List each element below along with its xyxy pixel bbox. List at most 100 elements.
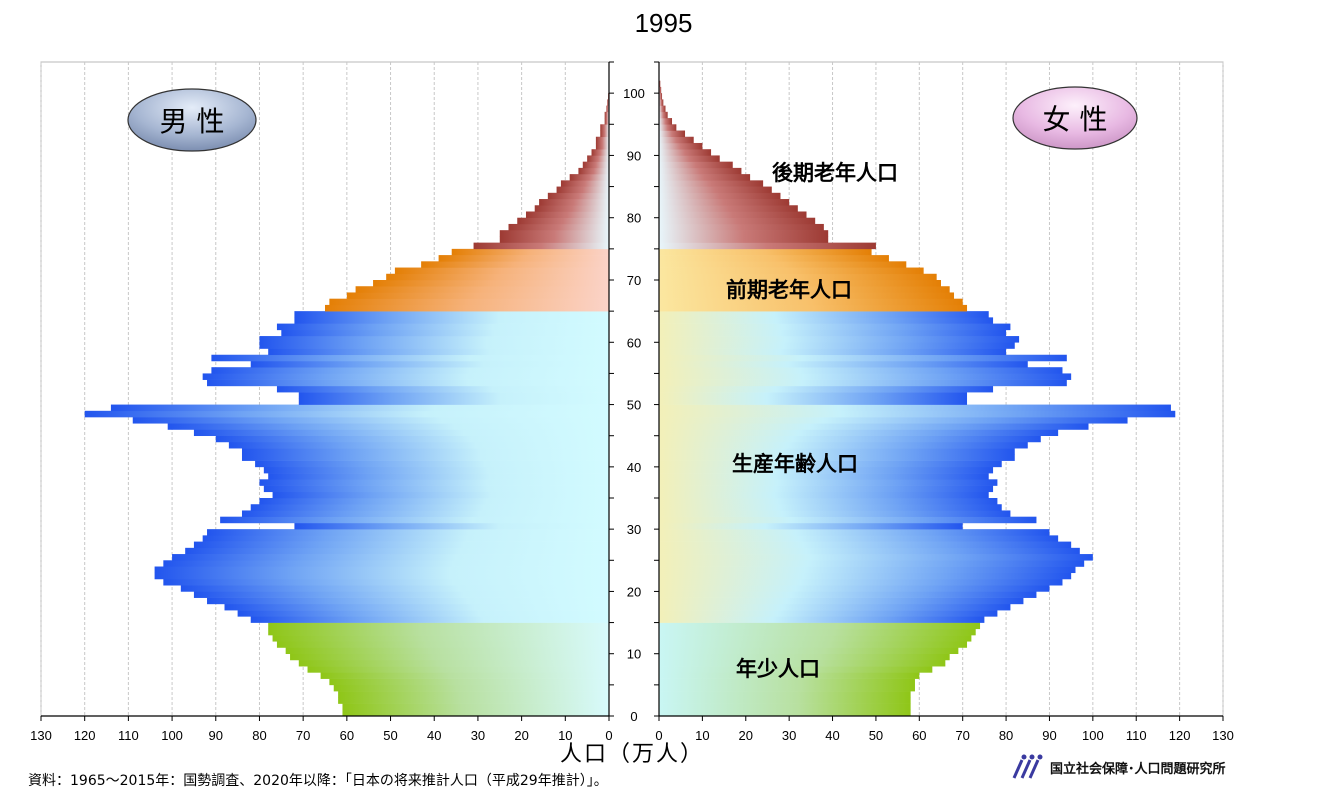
female-bar-age-47 [659,417,1128,424]
female-bar-age-0 [659,709,911,717]
female-bar-age-79 [659,217,816,225]
male-bar-age-88 [582,161,609,169]
age-tick-label: 50 [627,398,641,413]
female-bar-age-55 [659,367,1063,374]
female-bar-age-3 [659,691,911,698]
female-bar-age-63 [659,317,994,324]
male-bar-age-6 [320,672,609,679]
female-bar-age-89 [659,155,720,162]
female-bar-age-32 [659,510,1011,517]
male-bar-age-5 [329,678,609,686]
male-bar-age-61 [281,329,609,337]
male-bar-age-51 [298,392,609,399]
female-bar-age-17 [659,603,1011,611]
female-bar-age-42 [659,448,1015,455]
age-tick-label: 40 [627,460,641,475]
female-bar-age-84 [659,186,772,194]
male-bar-age-4 [333,684,609,692]
male-bar-age-23 [154,566,609,574]
female-bar-age-100 [659,86,662,94]
female-bar-age-46 [659,423,1089,430]
female-bar-age-22 [659,572,1072,580]
female-bar-age-5 [659,678,915,686]
female-bar-age-33 [659,504,1002,511]
male-bar-age-86 [569,174,609,181]
female-bar-age-61 [659,329,1007,337]
male-bar-age-17 [224,603,609,611]
male-value-tick-label: 20 [514,728,528,743]
male-bar-age-36 [263,485,609,493]
male-bar-age-28 [202,535,609,542]
age-tick-label: 100 [623,86,645,101]
male-bar-age-98 [607,99,609,106]
female-value-tick-label: 80 [999,728,1013,743]
chart-title: 1995 [634,8,693,38]
male-value-tick-label: 120 [74,728,96,743]
female-bar-age-80 [659,211,807,219]
female-bar-age-51 [659,392,968,399]
female-bar-age-91 [659,142,703,150]
female-bar-age-35 [659,491,989,499]
female-bar-age-44 [659,435,1041,443]
male-bar-age-9 [290,653,609,661]
male-bar-age-42 [241,448,609,455]
male-bar-age-69 [373,280,609,287]
female-value-tick-label: 60 [912,728,926,743]
female-bar-age-74 [659,248,872,256]
female-bar-age-64 [659,311,989,318]
female-bar-age-94 [659,124,677,131]
male-bar-age-70 [386,273,609,281]
male-bar-age-15 [250,616,609,623]
age-tick-label: 30 [627,522,641,537]
male-bar-age-47 [132,417,609,424]
female-bar-age-43 [659,441,1028,449]
female-bar-age-14 [659,622,981,630]
male-bar-age-43 [228,441,609,449]
female-value-tick-label: 30 [782,728,796,743]
female-bar-age-39 [659,466,994,474]
male-bar-age-2 [338,697,609,704]
female-bar-age-60 [659,336,1020,343]
male-bar-age-41 [241,454,609,461]
male-bar-age-83 [547,192,609,200]
male-bar-age-59 [259,342,609,349]
female-bar-age-6 [659,672,920,679]
female-bar-age-25 [659,554,1093,561]
male-value-tick-label: 70 [296,728,310,743]
male-value-tick-label: 90 [209,728,223,743]
female-value-tick-label: 100 [1082,728,1104,743]
male-bar-age-65 [325,304,609,312]
age-tick-label: 0 [630,709,637,724]
category-label: 前期老年人口 [726,278,852,302]
male-bar-age-26 [185,547,609,555]
age-tick-label: 70 [627,273,641,288]
female-bar-age-85 [659,180,764,187]
female-bar-age-27 [659,541,1072,549]
female-bar-age-4 [659,684,915,692]
female-bar-age-69 [659,280,941,287]
female-bar-age-11 [659,641,968,648]
male-bar-age-19 [193,591,609,598]
male-bar-age-80 [525,211,609,219]
male-bar-age-18 [207,597,609,605]
male-bar-age-0 [342,709,609,717]
male-value-tick-label: 10 [558,728,572,743]
female-bar-age-92 [659,136,694,144]
male-bar-age-44 [215,435,609,443]
female-bar-age-13 [659,628,976,636]
female-badge [1012,86,1138,150]
female-bar-age-36 [659,485,994,493]
male-bar-age-13 [268,628,609,636]
female-bar-age-66 [659,298,963,306]
female-bar-age-54 [659,373,1072,380]
male-value-tick-label: 40 [427,728,441,743]
female-bar-age-65 [659,304,968,312]
female-bar-age-56 [659,360,1028,368]
female-bar-age-98 [659,99,664,106]
male-bar-age-21 [163,578,610,586]
male-bar-age-34 [259,498,609,505]
category-label: 生産年齢人口 [732,452,858,476]
female-bar-age-81 [659,205,798,212]
